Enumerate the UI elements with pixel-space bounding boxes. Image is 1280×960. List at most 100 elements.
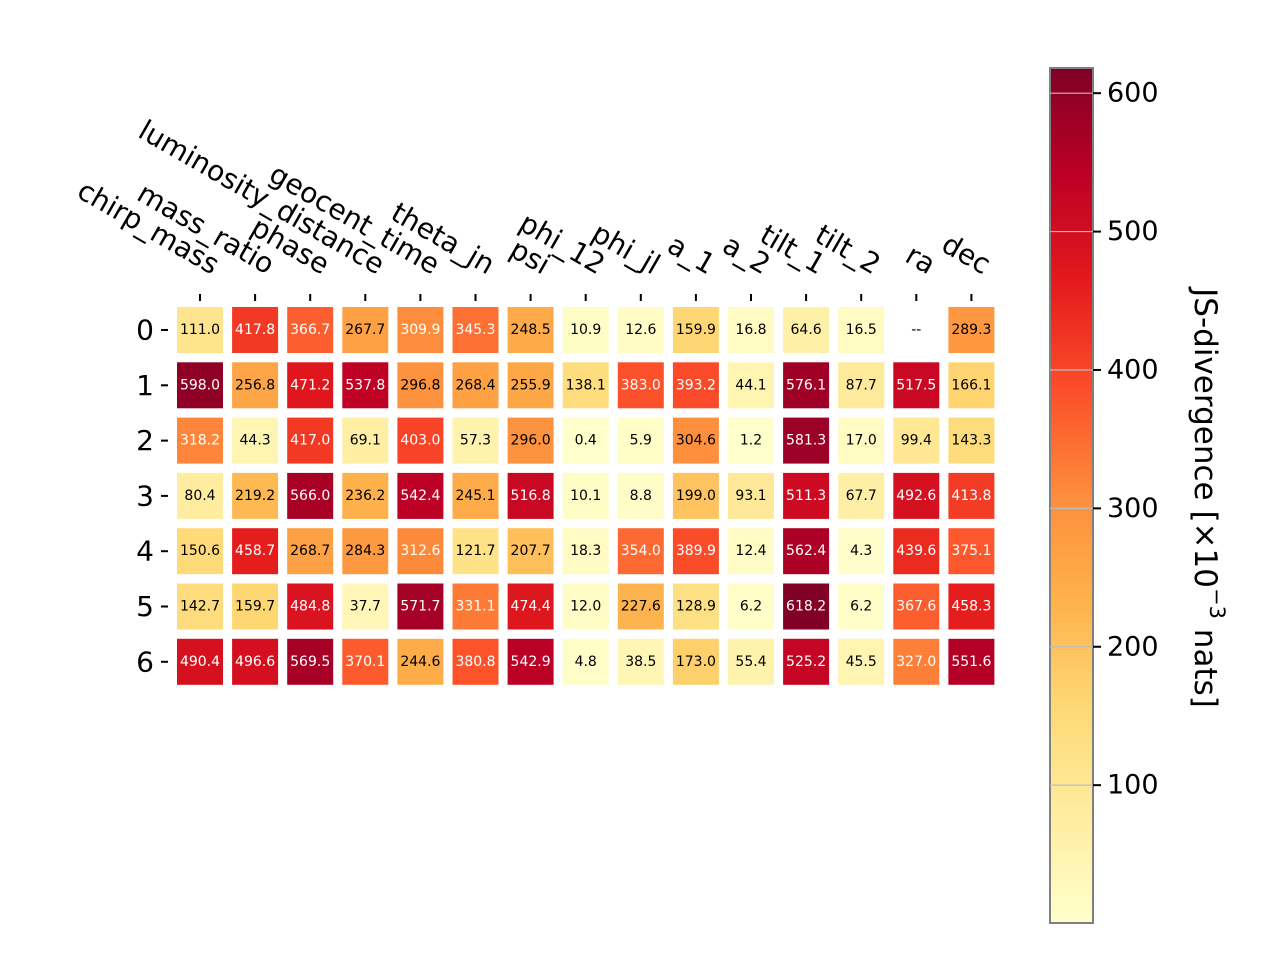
heatmap-cell — [177, 583, 223, 630]
heatmap-cell — [783, 583, 830, 630]
cell-value-label: 380.8 — [455, 654, 495, 670]
cell-value-label: 143.3 — [951, 433, 991, 449]
colorbar-ticks: 100 200 300 400 500 600 — [1050, 78, 1159, 801]
cell-value-label: 87.7 — [846, 377, 877, 393]
heatmap-cell — [948, 638, 995, 685]
heatmap-cell — [838, 472, 885, 519]
cell-value-label: 6.2 — [850, 599, 872, 615]
heatmap-cell — [232, 307, 279, 353]
heatmap-cell — [397, 638, 444, 685]
heatmap-cell — [397, 307, 444, 353]
cell-value-label: 511.3 — [786, 488, 826, 504]
row-tick-label: 5 — [136, 590, 154, 623]
cell-value-label: 296.8 — [400, 377, 440, 393]
heatmap-cell — [838, 417, 885, 464]
row-tick-label: 1 — [136, 369, 154, 402]
heatmap-cell — [948, 472, 995, 519]
cell-value-label: 458.7 — [235, 543, 275, 559]
cell-value-label: 99.4 — [901, 433, 932, 449]
cell-value-label: 17.0 — [846, 433, 877, 449]
heatmap-cell — [783, 307, 830, 353]
heatmap-cell — [728, 307, 774, 353]
heatmap-cell — [287, 528, 334, 575]
cell-value-label: 45.5 — [846, 654, 877, 670]
cell-value-label: 525.2 — [786, 654, 826, 670]
heatmap-cell — [397, 583, 444, 630]
heatmap-cell — [397, 362, 444, 409]
heatmap-cell — [507, 307, 554, 353]
row-tick-label: 2 — [136, 424, 154, 457]
cell-value-label: 490.4 — [180, 654, 220, 670]
heatmap-cell — [287, 638, 334, 685]
cell-value-label: 516.8 — [511, 488, 551, 504]
row-tick-label: 4 — [136, 535, 154, 568]
cell-value-label: 439.6 — [896, 543, 936, 559]
cell-value-label: 159.9 — [676, 322, 716, 338]
heatmap-cell — [617, 362, 664, 409]
colorbar-gradient — [1049, 67, 1094, 924]
cell-value-label: 64.6 — [791, 322, 822, 338]
heatmap-cell — [342, 583, 389, 630]
colorbar-label: JS-divergence [×10−3 nats] — [1188, 286, 1230, 708]
cell-value-label: 354.0 — [621, 543, 661, 559]
cell-value-label: 496.6 — [235, 654, 275, 670]
cell-value-label: -- — [911, 322, 921, 338]
row-tick-label: 0 — [136, 314, 154, 347]
cell-value-label: 12.0 — [570, 599, 601, 615]
cell-value-label: 318.2 — [180, 433, 220, 449]
cell-value-label: 245.1 — [455, 488, 495, 504]
heatmap-cell — [617, 528, 664, 575]
cell-value-label: 5.9 — [630, 433, 652, 449]
heatmap-cell — [893, 638, 940, 685]
cell-value-label: 173.0 — [676, 654, 716, 670]
column-tick-label: tilt_2 — [810, 218, 887, 281]
cell-value-label: 18.3 — [570, 543, 601, 559]
cell-value-label: 44.1 — [735, 377, 766, 393]
heatmap-cell — [617, 417, 664, 464]
column-tick-label: dec — [936, 227, 996, 281]
heatmap-cell — [507, 638, 554, 685]
cell-value-label: 38.5 — [625, 654, 656, 670]
cell-value-label: 375.1 — [951, 543, 991, 559]
row-tick-label: 3 — [136, 479, 154, 512]
row-tick-label: 6 — [136, 645, 154, 678]
colorbar-label-suffix: nats] — [1188, 619, 1224, 708]
cell-value-label: 517.5 — [896, 377, 936, 393]
heatmap-cell — [838, 362, 885, 409]
heatmap-cell — [617, 638, 664, 685]
cell-value-label: 492.6 — [896, 488, 936, 504]
cell-value-label: 289.3 — [951, 322, 991, 338]
heatmap-cell — [452, 638, 499, 685]
heatmap-cell — [562, 307, 609, 353]
cell-value-label: 268.4 — [455, 377, 495, 393]
cell-value-label: 267.7 — [345, 322, 385, 338]
cell-value-label: 10.1 — [570, 488, 601, 504]
heatmap-cell — [232, 583, 279, 630]
column-tick-label: a_1 — [662, 228, 721, 281]
heatmap-cell — [232, 638, 279, 685]
heatmap-cell — [893, 583, 940, 630]
heatmap-cell — [562, 638, 609, 685]
cell-value-label: 304.6 — [676, 433, 716, 449]
heatmap-cell — [562, 417, 609, 464]
cell-value-label: 12.6 — [625, 322, 656, 338]
heatmap-cell — [562, 583, 609, 630]
cell-value-label: 128.9 — [676, 599, 716, 615]
cell-value-label: 138.1 — [566, 377, 606, 393]
colorbar-tick-label: 400 — [1107, 354, 1159, 385]
cell-value-label: 256.8 — [235, 377, 275, 393]
heatmap-cell — [507, 362, 554, 409]
heatmap-cell — [232, 362, 279, 409]
heatmap-cell — [452, 417, 499, 464]
heatmap-cell — [452, 528, 499, 575]
heatmap-cell — [397, 528, 444, 575]
heatmap-cell — [177, 638, 223, 685]
cell-value-label: 12.4 — [735, 543, 766, 559]
heatmap-cell — [728, 638, 774, 685]
cell-value-label: 227.6 — [621, 599, 661, 615]
cell-value-label: 413.8 — [951, 488, 991, 504]
heatmap-cell — [948, 583, 995, 630]
cell-value-label: 571.7 — [400, 599, 440, 615]
cell-value-label: 121.7 — [455, 543, 495, 559]
cell-value-label: 367.6 — [896, 599, 936, 615]
